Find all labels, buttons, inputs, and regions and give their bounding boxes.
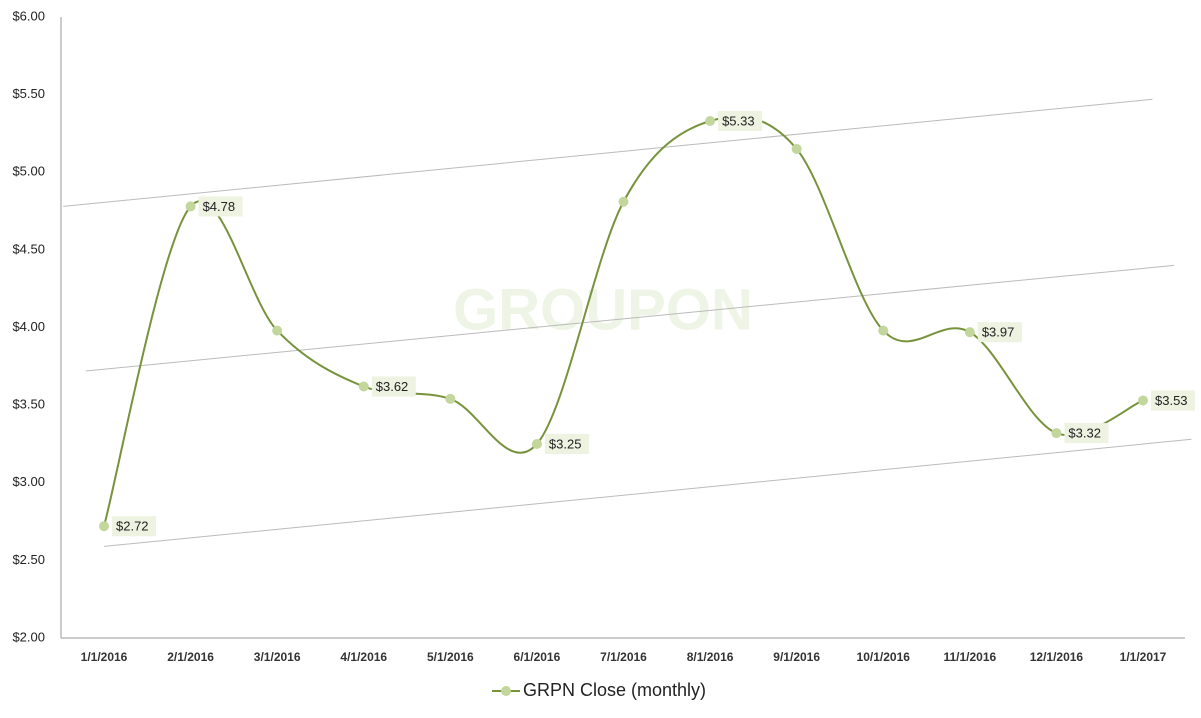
y-tick-label: $2.50 — [12, 552, 45, 567]
x-tick-label: 10/1/2016 — [857, 650, 911, 664]
data-label: $3.62 — [376, 379, 409, 394]
trend-line — [63, 98, 1153, 207]
data-label: $3.53 — [1155, 393, 1188, 408]
y-tick-label: $3.00 — [12, 474, 45, 489]
x-tick-label: 12/1/2016 — [1030, 650, 1084, 664]
legend-marker — [501, 686, 511, 696]
data-label: $3.97 — [982, 325, 1015, 340]
watermark: GROUPON — [453, 277, 753, 342]
marker — [358, 381, 369, 392]
marker — [878, 325, 889, 336]
x-tick-label: 1/1/2016 — [81, 650, 128, 664]
label-bg — [718, 111, 763, 132]
x-tick-label: 5/1/2016 — [427, 650, 474, 664]
x-tick-label: 8/1/2016 — [687, 650, 734, 664]
x-tick-label: 9/1/2016 — [773, 650, 820, 664]
marker — [791, 143, 802, 154]
marker — [531, 438, 542, 449]
label-bg — [112, 516, 156, 537]
x-tick-label: 7/1/2016 — [600, 650, 647, 664]
x-tick-label: 1/1/2017 — [1120, 650, 1167, 664]
label-bg — [198, 196, 243, 217]
marker — [272, 325, 283, 336]
y-tick-label: $5.00 — [12, 164, 45, 179]
label-bg — [544, 433, 589, 454]
label-bg — [1151, 390, 1195, 411]
y-tick-label: $2.00 — [12, 629, 45, 644]
data-label: $3.32 — [1068, 426, 1101, 441]
marker — [1051, 428, 1062, 439]
data-label: $2.72 — [116, 519, 149, 534]
legend-label: GRPN Close (monthly) — [523, 680, 706, 700]
data-label: $5.33 — [722, 113, 755, 128]
y-tick-label: $3.50 — [12, 397, 45, 412]
marker — [99, 521, 109, 532]
trend-line — [85, 264, 1175, 372]
marker — [705, 116, 716, 127]
x-tick-label: 3/1/2016 — [254, 650, 301, 664]
label-bg — [371, 376, 416, 397]
marker — [1138, 395, 1148, 406]
y-tick-label: $4.50 — [12, 241, 45, 256]
marker — [185, 201, 196, 212]
marker — [964, 327, 975, 338]
x-tick-label: 11/1/2016 — [943, 650, 996, 664]
series-line — [103, 115, 1144, 527]
x-tick-label: 6/1/2016 — [514, 650, 561, 664]
x-tick-label: 2/1/2016 — [167, 650, 214, 664]
marker — [445, 393, 456, 404]
y-tick-label: $4.00 — [12, 319, 45, 334]
y-tick-label: $5.50 — [12, 86, 45, 101]
data-label: $3.25 — [549, 436, 582, 451]
label-bg — [1064, 423, 1109, 444]
label-bg — [977, 322, 1022, 343]
marker — [618, 196, 629, 207]
trend-line — [103, 438, 1192, 547]
x-tick-label: 4/1/2016 — [340, 650, 387, 664]
data-label: $4.78 — [203, 199, 236, 214]
y-tick-label: $6.00 — [12, 8, 45, 23]
